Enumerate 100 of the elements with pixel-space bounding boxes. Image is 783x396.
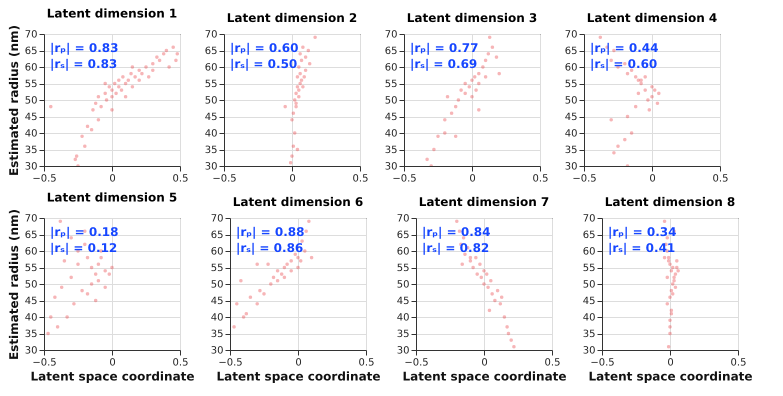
point [171,45,175,49]
y-tick-label: 35 [210,329,224,340]
point [598,36,602,40]
point [662,220,666,224]
point [103,82,107,86]
point [62,259,66,263]
x-tick-label: −0.5 [218,358,243,368]
point [675,259,679,263]
y-tick-label: 40 [396,312,410,324]
point [108,85,112,89]
annotation: |rₚ| = 0.34 [608,225,676,239]
point [74,154,78,158]
point [46,332,50,336]
y-tick-label: 55 [210,263,224,274]
point [292,111,296,115]
point [310,256,314,260]
point [670,292,674,296]
point [292,131,296,135]
y-tick-label: 70 [204,30,218,40]
point [612,151,616,155]
point [90,282,94,286]
point [308,62,312,66]
point [486,52,490,56]
point [472,75,476,79]
point [167,65,171,69]
y-tick-label: 65 [24,230,38,241]
x-tick-label: 0 [469,174,476,184]
point [146,75,150,79]
point [639,82,643,86]
y-tick-label: 45 [24,296,38,307]
point [104,98,108,102]
y-tick-label: 40 [582,312,596,324]
y-tick-label: 65 [24,46,38,57]
point [670,269,674,273]
point [296,75,300,79]
x-tick-label: −0.5 [32,358,57,368]
point [668,318,672,322]
y-tick-label: 50 [24,280,38,290]
point [668,332,672,336]
annotation: |rₚ| = 0.84 [422,225,490,239]
y-tick-label: 35 [582,329,596,340]
y-tick-label: 70 [210,214,224,224]
point [137,78,141,82]
point [306,48,310,52]
point [484,58,488,62]
point [164,48,168,52]
point [672,278,676,282]
point [450,111,454,115]
point [91,108,95,112]
annotation: |rₚ| = 0.77 [410,41,478,55]
y-tick-label: 50 [564,96,578,106]
y-tick-label: 35 [204,145,218,156]
y-tick-label: 50 [210,280,224,290]
chart-title: Latent dimension 4 [586,11,718,25]
point [276,278,280,282]
y-tick-label: 60 [24,62,38,74]
point [303,249,307,253]
point [463,252,467,256]
point [255,302,259,306]
point [623,138,627,142]
y-tick-label: 45 [396,296,410,307]
point [80,134,84,138]
point [425,158,429,162]
y-tick-label: 65 [582,230,596,241]
y-tick-label: 40 [24,312,38,324]
point [80,288,84,292]
point [294,252,298,256]
y-tick-label: 40 [210,312,224,324]
y-tick-label: 35 [564,145,578,156]
y-tick-label: 70 [396,214,410,224]
y-axis-title: Estimated radius (nm) [6,208,21,360]
point [239,278,243,282]
point [298,52,302,56]
point [294,92,298,96]
point [482,282,486,286]
y-tick-label: 65 [384,46,398,57]
annotation: |rₛ| = 0.60 [590,57,658,71]
point [49,315,53,319]
point [120,88,124,92]
point [235,302,239,306]
y-tick-label: 50 [582,280,596,290]
point [443,131,447,135]
point [454,134,458,138]
point [470,78,474,82]
point [500,295,504,299]
x-tick-label: 0 [289,174,296,184]
y-tick-label: 40 [24,128,38,140]
point [630,68,634,72]
point [292,144,296,148]
point [446,94,450,98]
point [616,144,620,148]
x-axis-title: Latent space coordinate [216,370,381,384]
point [468,256,472,260]
point [650,94,654,98]
point [155,55,159,59]
y-axis-title: Estimated radius (nm) [6,24,21,176]
y-tick-label: 65 [210,230,224,241]
point [266,262,270,266]
point [69,236,73,240]
y-tick-label: 65 [564,46,578,57]
